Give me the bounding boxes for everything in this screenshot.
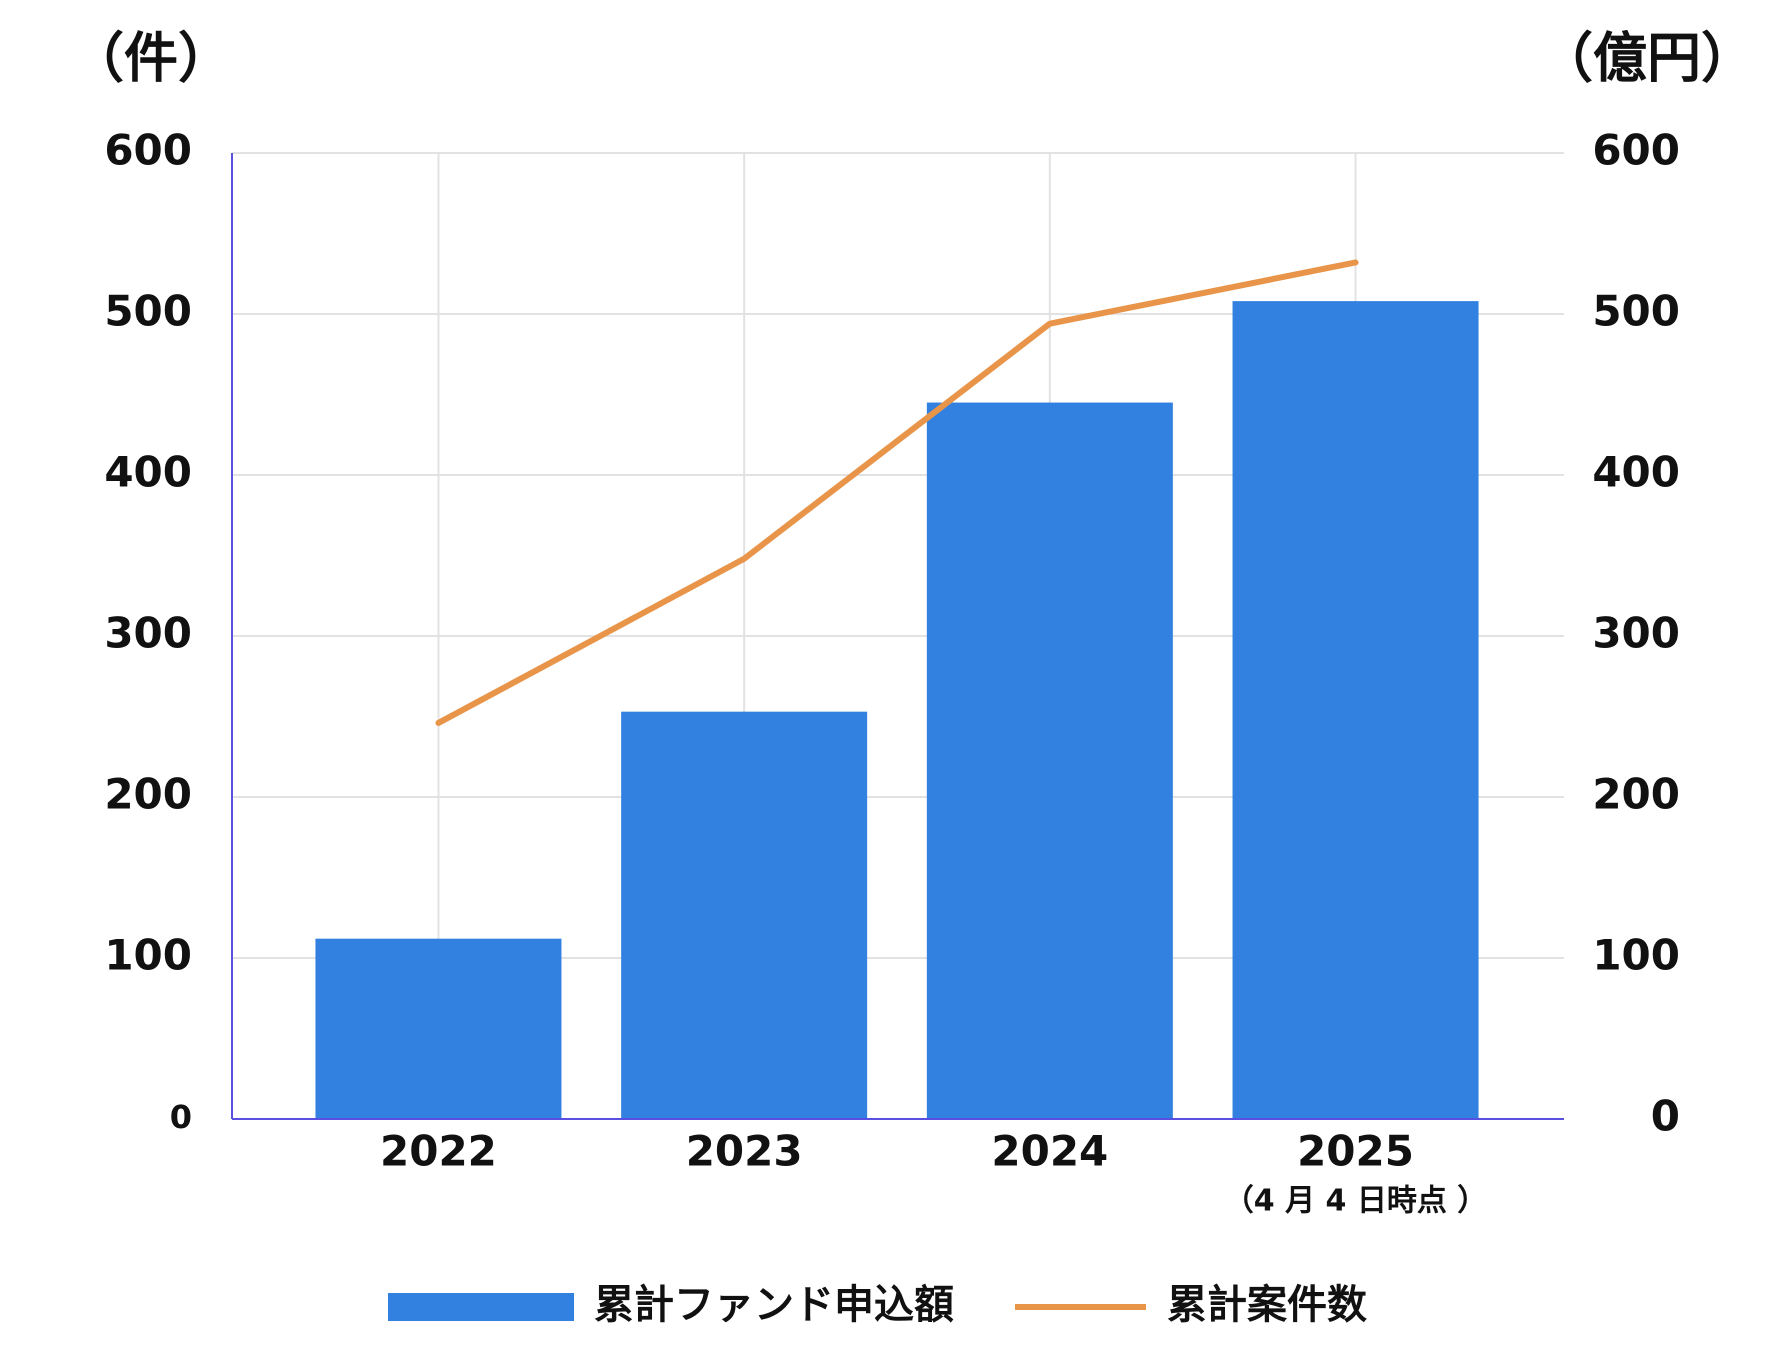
y2-tick-label: 100 xyxy=(1592,931,1680,980)
x-tick-label: 2025 xyxy=(1297,1127,1414,1176)
y-axis-unit: （件） xyxy=(70,27,232,90)
x-tick-label: 2024 xyxy=(991,1127,1108,1176)
legend-label: 累計ファンド申込額 xyxy=(594,1282,954,1328)
y2-axis-unit: （億円） xyxy=(1539,27,1755,90)
line xyxy=(435,259,1359,726)
y2-tick-label: 600 xyxy=(1592,126,1680,175)
y-tick-label: 300 xyxy=(104,609,192,658)
legend-swatch xyxy=(388,1293,574,1321)
legend-label: 累計案件数 xyxy=(1167,1282,1367,1328)
y-tick-label: 200 xyxy=(104,770,192,819)
bar xyxy=(315,938,562,1119)
bar xyxy=(1232,301,1479,1119)
y-tick-label: 500 xyxy=(104,287,192,336)
x-tick-label: 2022 xyxy=(380,1127,497,1176)
x-tick-label: 2023 xyxy=(686,1127,803,1176)
y-tick-label: 100 xyxy=(104,931,192,980)
x-annotation: （4 月 4 日時点 ） xyxy=(1224,1184,1488,1219)
bar xyxy=(926,402,1173,1119)
y-tick-label: 400 xyxy=(104,448,192,497)
y-tick-label: 600 xyxy=(104,126,192,175)
y2-tick-label: 300 xyxy=(1592,609,1680,658)
y2-tick-label: 500 xyxy=(1592,287,1680,336)
y2-tick-label: 0 xyxy=(1651,1092,1680,1141)
bar xyxy=(621,711,868,1119)
y2-tick-label: 200 xyxy=(1592,770,1680,819)
y2-tick-label: 400 xyxy=(1592,448,1680,497)
y-tick-label: 0 xyxy=(170,1098,192,1136)
